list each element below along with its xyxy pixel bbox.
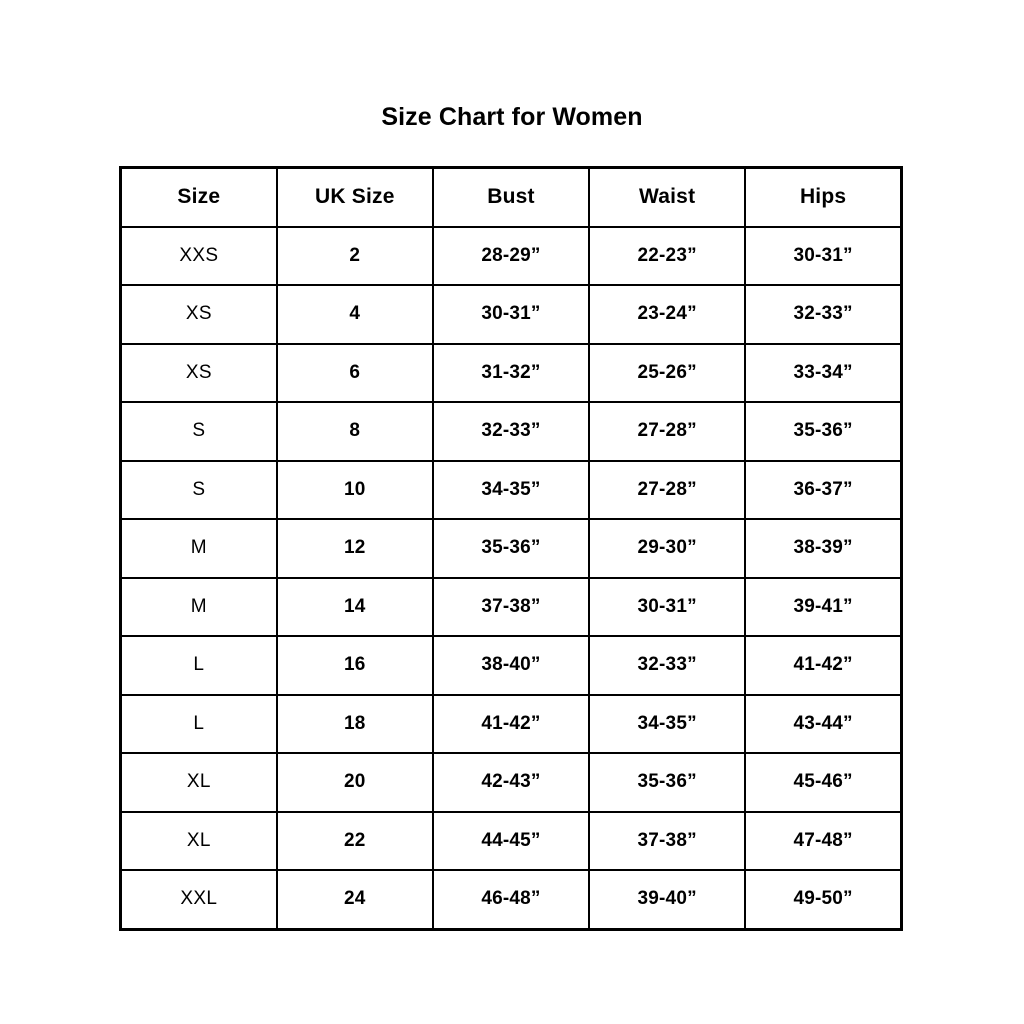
cell-bust: 28-29” xyxy=(431,225,591,286)
table-row: XL 20 42-43” 35-36” 45-46” xyxy=(119,752,903,813)
cell-bust: 30-31” xyxy=(431,284,591,345)
cell-bust: 38-40” xyxy=(431,635,591,696)
cell-size: XXL xyxy=(119,869,278,930)
table-row: XS 4 30-31” 23-24” 32-33” xyxy=(119,284,903,345)
column-header-uk-size: UK Size xyxy=(275,166,434,228)
cell-size: L xyxy=(119,693,278,754)
cell-hips: 39-41” xyxy=(744,576,903,637)
cell-size: L xyxy=(119,635,278,696)
cell-hips: 47-48” xyxy=(744,810,903,871)
cell-waist: 22-23” xyxy=(588,225,747,286)
size-chart-table: Size UK Size Bust Waist Hips XXS 2 28-29… xyxy=(119,166,903,931)
table-header: Size UK Size Bust Waist Hips xyxy=(119,166,903,228)
cell-hips: 32-33” xyxy=(744,284,903,345)
cell-hips: 35-36” xyxy=(744,401,903,462)
cell-uk-size: 14 xyxy=(275,576,434,637)
cell-uk-size: 10 xyxy=(275,459,434,520)
cell-uk-size: 20 xyxy=(275,752,434,813)
table-row: XS 6 31-32” 25-26” 33-34” xyxy=(119,342,903,403)
table-row: XL 22 44-45” 37-38” 47-48” xyxy=(119,810,903,871)
cell-waist: 29-30” xyxy=(588,518,747,579)
cell-uk-size: 24 xyxy=(275,869,434,930)
cell-waist: 32-33” xyxy=(588,635,747,696)
column-header-waist: Waist xyxy=(588,166,747,228)
cell-hips: 33-34” xyxy=(744,342,903,403)
cell-uk-size: 22 xyxy=(275,810,434,871)
cell-size: S xyxy=(119,459,278,520)
table-header-row: Size UK Size Bust Waist Hips xyxy=(119,166,903,228)
column-header-hips: Hips xyxy=(744,166,903,228)
cell-bust: 44-45” xyxy=(431,810,591,871)
cell-uk-size: 2 xyxy=(275,225,434,286)
table-row: M 12 35-36” 29-30” 38-39” xyxy=(119,518,903,579)
cell-bust: 41-42” xyxy=(431,693,591,754)
cell-bust: 32-33” xyxy=(431,401,591,462)
table-row: L 18 41-42” 34-35” 43-44” xyxy=(119,693,903,754)
cell-waist: 25-26” xyxy=(588,342,747,403)
cell-size: XL xyxy=(119,810,278,871)
cell-hips: 45-46” xyxy=(744,752,903,813)
cell-waist: 27-28” xyxy=(588,401,747,462)
cell-uk-size: 8 xyxy=(275,401,434,462)
cell-hips: 38-39” xyxy=(744,518,903,579)
cell-uk-size: 16 xyxy=(275,635,434,696)
column-header-size: Size xyxy=(119,166,278,228)
cell-bust: 31-32” xyxy=(431,342,591,403)
table-row: XXS 2 28-29” 22-23” 30-31” xyxy=(119,225,903,286)
column-header-bust: Bust xyxy=(431,166,591,228)
table-body: XXS 2 28-29” 22-23” 30-31” XS 4 30-31” 2… xyxy=(119,225,903,930)
cell-waist: 23-24” xyxy=(588,284,747,345)
cell-size: XS xyxy=(119,284,278,345)
size-chart-table-container: Size UK Size Bust Waist Hips XXS 2 28-29… xyxy=(119,166,903,931)
cell-uk-size: 4 xyxy=(275,284,434,345)
table-row: M 14 37-38” 30-31” 39-41” xyxy=(119,576,903,637)
cell-bust: 42-43” xyxy=(431,752,591,813)
page-title: Size Chart for Women xyxy=(381,103,643,131)
table-row: XXL 24 46-48” 39-40” 49-50” xyxy=(119,869,903,930)
cell-waist: 35-36” xyxy=(588,752,747,813)
table-row: L 16 38-40” 32-33” 41-42” xyxy=(119,635,903,696)
cell-waist: 39-40” xyxy=(588,869,747,930)
cell-size: S xyxy=(119,401,278,462)
cell-uk-size: 18 xyxy=(275,693,434,754)
cell-hips: 49-50” xyxy=(744,869,903,930)
cell-hips: 43-44” xyxy=(744,693,903,754)
table-row: S 8 32-33” 27-28” 35-36” xyxy=(119,401,903,462)
cell-waist: 30-31” xyxy=(588,576,747,637)
cell-size: M xyxy=(119,576,278,637)
cell-waist: 34-35” xyxy=(588,693,747,754)
cell-bust: 46-48” xyxy=(431,869,591,930)
cell-size: XL xyxy=(119,752,278,813)
cell-bust: 37-38” xyxy=(431,576,591,637)
cell-hips: 41-42” xyxy=(744,635,903,696)
cell-uk-size: 6 xyxy=(275,342,434,403)
cell-size: XXS xyxy=(119,225,278,286)
cell-hips: 36-37” xyxy=(744,459,903,520)
cell-bust: 35-36” xyxy=(431,518,591,579)
cell-size: XS xyxy=(119,342,278,403)
cell-size: M xyxy=(119,518,278,579)
cell-waist: 27-28” xyxy=(588,459,747,520)
cell-hips: 30-31” xyxy=(744,225,903,286)
cell-waist: 37-38” xyxy=(588,810,747,871)
cell-uk-size: 12 xyxy=(275,518,434,579)
cell-bust: 34-35” xyxy=(431,459,591,520)
table-row: S 10 34-35” 27-28” 36-37” xyxy=(119,459,903,520)
